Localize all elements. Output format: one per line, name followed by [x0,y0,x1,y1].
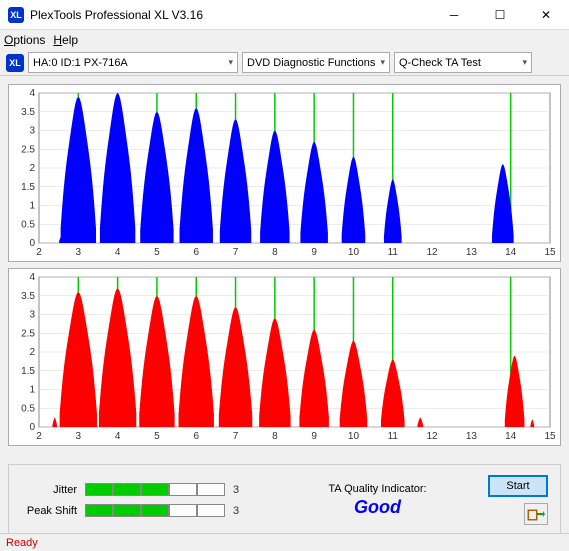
category-select[interactable]: DVD Diagnostic Functions [242,52,390,73]
toolbar: XL HA:0 ID:1 PX-716A DVD Diagnostic Func… [0,50,569,76]
svg-text:5: 5 [154,247,160,258]
svg-text:2: 2 [36,247,42,258]
svg-text:6: 6 [193,431,199,442]
svg-text:1.5: 1.5 [21,182,35,193]
maximize-button[interactable]: ☐ [477,0,523,30]
svg-text:0.5: 0.5 [21,219,35,230]
export-icon [527,506,545,522]
svg-text:7: 7 [233,247,239,258]
export-button[interactable] [524,503,548,525]
svg-text:8: 8 [272,247,278,258]
svg-text:4: 4 [29,272,35,283]
svg-text:4: 4 [115,247,121,258]
svg-text:15: 15 [544,431,556,442]
quality-indicator: TA Quality Indicator: Good [287,483,468,518]
meter-segment [169,483,197,496]
meter-segment [113,504,141,517]
peakshift-meter: Peak Shift 3 [21,504,247,517]
peakshift-value: 3 [233,505,247,517]
svg-text:3: 3 [76,431,82,442]
close-button[interactable]: ✕ [523,0,569,30]
svg-text:2.5: 2.5 [21,328,35,339]
statusbar: Ready [0,533,569,551]
svg-text:11: 11 [388,431,399,442]
peakshift-label: Peak Shift [21,505,77,517]
bottom-chart: 0 0.5 1 1.5 2 2.5 3 3.5 4 2 3 4 5 6 7 8 9 10 11 12 13 14 15 [8,268,561,446]
svg-text:9: 9 [311,431,317,442]
svg-text:3.5: 3.5 [21,291,35,302]
svg-text:14: 14 [505,247,517,258]
svg-text:1: 1 [29,201,35,212]
menubar: Options Help [0,30,569,50]
jitter-value: 3 [233,484,247,496]
svg-text:3.5: 3.5 [21,107,35,118]
meter-segment [169,504,197,517]
menu-options[interactable]: Options [4,33,45,47]
svg-text:14: 14 [505,431,517,442]
svg-text:7: 7 [233,431,239,442]
jitter-meter: Jitter 3 [21,483,247,496]
quality-label: TA Quality Indicator: [328,483,426,495]
svg-text:0.5: 0.5 [21,403,35,414]
test-select[interactable]: Q-Check TA Test [394,52,532,73]
peakshift-bar [85,504,225,517]
svg-text:2: 2 [29,347,35,358]
toolbar-app-icon: XL [6,54,24,72]
meter-segment [197,483,225,496]
svg-text:5: 5 [154,431,160,442]
meter-segment [141,504,169,517]
svg-text:3: 3 [29,310,35,321]
titlebar: XL PlexTools Professional XL V3.16 ─ ☐ ✕ [0,0,569,30]
svg-text:0: 0 [29,238,35,249]
svg-text:1.5: 1.5 [21,366,35,377]
window-title: PlexTools Professional XL V3.16 [30,8,431,22]
svg-text:11: 11 [388,247,399,258]
svg-text:12: 12 [427,431,439,442]
meter-segment [85,504,113,517]
svg-text:9: 9 [311,247,317,258]
bottom-panel: Jitter 3 Peak Shift 3 TA Quality Indicat… [8,464,561,536]
svg-text:2.5: 2.5 [21,144,35,155]
chart-area: 00.511.522.533.5423456789101112131415 00… [0,76,569,460]
status-text: Ready [6,537,38,549]
meter-segment [197,504,225,517]
svg-text:6: 6 [193,247,199,258]
top-chart: 0 0.5 1 1.5 2 2.5 3 3.5 4 2 3 4 5 6 7 8 9 10 11 12 13 14 15 [8,84,561,262]
svg-text:3: 3 [76,247,82,258]
svg-text:13: 13 [466,247,478,258]
svg-text:4: 4 [29,88,35,99]
svg-text:2: 2 [29,163,35,174]
svg-text:10: 10 [348,247,360,258]
jitter-label: Jitter [21,484,77,496]
svg-text:3: 3 [29,126,35,137]
app-icon: XL [8,7,24,23]
drive-select[interactable]: HA:0 ID:1 PX-716A [28,52,238,73]
meter-segment [85,483,113,496]
minimize-button[interactable]: ─ [431,0,477,30]
svg-text:12: 12 [427,247,439,258]
menu-help[interactable]: Help [53,33,78,47]
quality-value: Good [354,497,401,518]
svg-text:0: 0 [29,422,35,433]
jitter-bar [85,483,225,496]
meter-segment [113,483,141,496]
meters: Jitter 3 Peak Shift 3 [21,483,247,517]
svg-text:13: 13 [466,431,478,442]
svg-text:4: 4 [115,431,121,442]
svg-text:10: 10 [348,431,360,442]
svg-text:2: 2 [36,431,42,442]
svg-text:1: 1 [29,385,35,396]
meter-segment [141,483,169,496]
start-button[interactable]: Start [488,475,548,497]
svg-text:15: 15 [544,247,556,258]
svg-text:8: 8 [272,431,278,442]
